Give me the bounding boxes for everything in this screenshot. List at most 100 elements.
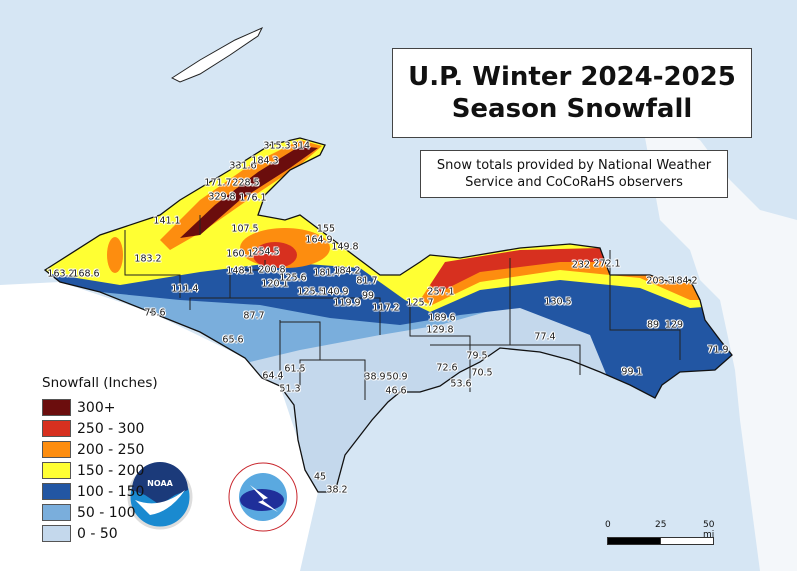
title-line-1: U.P. Winter 2024-2025	[408, 62, 736, 92]
noaa-logo: NOAA	[127, 462, 193, 530]
station-snowfall-label: 181.4	[313, 267, 341, 279]
subtitle-line-2: Service and CoCoRaHS observers	[465, 175, 683, 190]
legend-label: 50 - 100	[77, 504, 136, 521]
station-snowfall-label: 64.4	[262, 370, 284, 382]
legend-swatch	[42, 504, 71, 521]
station-snowfall-label: 184.3	[251, 155, 279, 167]
station-snowfall-label: 200.8	[258, 264, 286, 276]
station-snowfall-label: 329.8	[208, 191, 236, 203]
station-snowfall-label: 129.8	[426, 324, 454, 336]
station-snowfall-label: 331.6	[229, 160, 257, 172]
legend-item: 50 - 100	[42, 502, 158, 523]
station-snowfall-label: 61.5	[284, 363, 306, 375]
station-snowfall-label: 232	[571, 259, 591, 271]
station-snowfall-label: 50.9	[386, 371, 408, 383]
scale-bar-white	[660, 537, 714, 545]
station-snowfall-label: 65.6	[222, 334, 244, 346]
legend-item: 250 - 300	[42, 418, 158, 439]
station-snowfall-label: 228.5	[232, 177, 260, 189]
station-snowfall-label: 184.2	[670, 275, 698, 287]
station-snowfall-label: 72.6	[436, 362, 458, 374]
station-snowfall-label: 99.1	[621, 366, 643, 378]
legend-label: 0 - 50	[77, 525, 118, 542]
legend-swatch	[42, 441, 71, 458]
station-snowfall-label: 257.1	[427, 286, 455, 298]
legend: Snowfall (Inches) 300+ 250 - 300 200 - 250…	[42, 375, 158, 544]
ontario-land	[640, 110, 797, 571]
station-snowfall-label: 148.1	[226, 265, 254, 277]
legend-swatch	[42, 399, 71, 416]
legend-swatch	[42, 525, 71, 542]
station-snowfall-label: 125.6	[279, 272, 307, 284]
station-snowfall-label: 77.4	[534, 331, 556, 343]
station-snowfall-label: 160.1	[226, 248, 254, 260]
station-snowfall-label: 168.6	[72, 268, 100, 280]
station-snowfall-label: 176.1	[239, 192, 267, 204]
station-snowfall-label: 45	[313, 471, 327, 483]
station-snowfall-label: 107.5	[231, 223, 259, 235]
station-snowfall-label: 120.1	[261, 278, 289, 290]
legend-swatch	[42, 462, 71, 479]
station-snowfall-label: 38.2	[326, 484, 348, 496]
legend-item: 150 - 200	[42, 460, 158, 481]
station-snowfall-label: 141.1	[153, 215, 181, 227]
legend-label: 150 - 200	[77, 462, 145, 479]
map-subtitle: Snow totals provided by National Weather…	[420, 150, 728, 198]
station-snowfall-label: 87.7	[243, 310, 265, 322]
station-snowfall-label: 183.2	[134, 253, 162, 265]
station-snowfall-label: 272.1	[593, 258, 621, 270]
station-snowfall-label: 125.7	[406, 297, 434, 309]
station-snowfall-label: 130.5	[544, 296, 572, 308]
station-snowfall-label: 140.9	[321, 286, 349, 298]
station-snowfall-label: 38.9	[364, 371, 386, 383]
legend-title: Snowfall (Inches)	[42, 375, 158, 391]
subtitle-line-1: Snow totals provided by National Weather	[436, 158, 712, 173]
station-snowfall-label: 79.5	[466, 350, 488, 362]
station-snowfall-label: 149.8	[331, 241, 359, 253]
station-snowfall-label: 315.3	[263, 140, 291, 152]
legend-label: 300+	[77, 399, 116, 416]
station-snowfall-label: 51.3	[279, 383, 301, 395]
station-snowfall-label: 70.5	[471, 367, 493, 379]
legend-swatch	[42, 420, 71, 437]
station-snowfall-label: 164.9	[305, 234, 333, 246]
station-snowfall-label: 46.6	[385, 385, 407, 397]
station-snowfall-label: 203.3	[646, 275, 674, 287]
title-line-2: Season Snowfall	[451, 94, 693, 124]
legend-item: 0 - 50	[42, 523, 158, 544]
isle-royale	[170, 26, 264, 83]
station-snowfall-label: 75.6	[144, 307, 166, 319]
nws-logo	[228, 462, 298, 532]
legend-item: 300+	[42, 397, 158, 418]
station-snowfall-label: 119.9	[333, 297, 361, 309]
station-snowfall-label: 125.5	[297, 286, 325, 298]
legend-item: 200 - 250	[42, 439, 158, 460]
county-lines	[124, 215, 681, 400]
station-snowfall-label: 189.6	[428, 312, 456, 324]
station-snowfall-label: 129	[664, 319, 684, 331]
station-snowfall-label: 81.7	[356, 275, 378, 287]
station-snowfall-label: 155	[316, 223, 336, 235]
legend-label: 100 - 150	[77, 483, 145, 500]
station-snowfall-label: 53.6	[450, 378, 472, 390]
svg-text:NOAA: NOAA	[147, 479, 173, 488]
station-snowfall-label: 314	[291, 140, 311, 152]
legend-item: 100 - 150	[42, 481, 158, 502]
station-snowfall-label: 184.2	[333, 265, 361, 277]
legend-label: 200 - 250	[77, 441, 145, 458]
station-snowfall-label: 99	[361, 290, 375, 302]
station-snowfall-label: 117.2	[372, 302, 400, 314]
station-snowfall-label: 71.9	[707, 344, 729, 356]
station-snowfall-label: 89	[646, 319, 660, 331]
scale-tick-25: 25	[655, 520, 667, 530]
map-title: U.P. Winter 2024-2025 Season Snowfall	[392, 48, 752, 138]
station-snowfall-label: 171.7	[204, 177, 232, 189]
station-snowfall-label: 163.2	[47, 268, 75, 280]
scale-bar-black	[607, 537, 661, 545]
legend-label: 250 - 300	[77, 420, 145, 437]
station-snowfall-label: 254.5	[252, 246, 280, 258]
scale-tick-0: 0	[605, 520, 611, 530]
scale-tick-50: 50 mi	[703, 520, 715, 540]
